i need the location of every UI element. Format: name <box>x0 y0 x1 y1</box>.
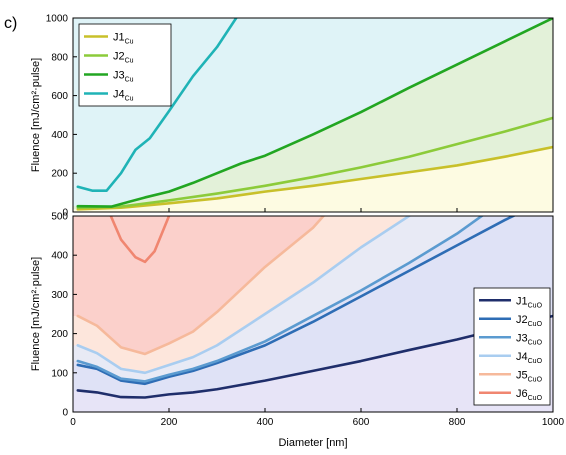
series-line-j1-cuo <box>76 314 553 399</box>
y-tick-label: 800 <box>51 52 68 63</box>
top-plot-frame <box>72 17 554 213</box>
x-tick-label: 600 <box>353 417 370 428</box>
legend-subscript: CuO <box>528 339 543 346</box>
legend-subscript: CuO <box>528 395 543 402</box>
series-line-j4-cuo <box>76 216 412 375</box>
series-line-j3-cu <box>76 18 553 208</box>
region-j1-cu <box>73 147 553 212</box>
panel-letter: c) <box>4 15 17 32</box>
top-chart: 0 200 400 600 800 1000 Fluence [mJ/cm²·pulse]… <box>30 14 554 219</box>
y-tick-label: 500 <box>51 212 68 223</box>
y-tick-label: 100 <box>51 368 68 379</box>
x-axis-label: Diameter [nm] <box>278 437 347 449</box>
y-tick-label: 600 <box>51 91 68 102</box>
legend-subscript: Cu <box>125 58 134 65</box>
legend-box <box>473 287 551 406</box>
series-line-j2-cu <box>76 116 553 210</box>
y-tick-label: 400 <box>51 251 68 262</box>
series-line-j2-cuo <box>76 216 517 386</box>
series-line-j4-cu <box>76 18 238 192</box>
legend-subscript: CuO <box>528 321 543 328</box>
legend-subscript: CuO <box>528 358 543 365</box>
y-tick-label: 0 <box>62 208 68 219</box>
bottom-chart: 0 100 200 300 400 500 0 200 400 600 800 1000 Fluenc… <box>30 212 565 450</box>
legend-subscript: CuO <box>528 376 543 383</box>
series-line-j3-cuo <box>76 216 484 383</box>
x-tick-label: 200 <box>161 417 178 428</box>
y-tick-label: 200 <box>51 329 68 340</box>
legend-subscript: Cu <box>125 77 134 84</box>
legend-subscript: Cu <box>125 39 134 46</box>
y-tick-label: 300 <box>51 290 68 301</box>
series-line-j6-cuo <box>109 216 171 264</box>
x-tick-label: 1000 <box>542 417 565 428</box>
y-tick-label: 0 <box>62 408 68 419</box>
x-tick-label: 0 <box>70 417 76 428</box>
x-tick-label: 800 <box>449 417 466 428</box>
series-line-j1-cu <box>76 145 553 211</box>
series-line-j5-cuo <box>76 216 326 356</box>
y-tick-label: 1000 <box>46 14 69 25</box>
bottom-plot-frame <box>72 215 554 413</box>
bottom-y-axis-label: Fluence [mJ/cm²·pulse] <box>30 257 42 371</box>
legend-subscript: CuO <box>528 302 543 309</box>
region-j1-cuo <box>73 315 553 412</box>
y-tick-label: 200 <box>51 169 68 180</box>
y-tick-label: 400 <box>51 130 68 141</box>
x-tick-label: 400 <box>257 417 274 428</box>
legend-subscript: Cu <box>125 96 134 103</box>
top-y-axis-label: Fluence [mJ/cm²·pulse] <box>30 58 42 172</box>
